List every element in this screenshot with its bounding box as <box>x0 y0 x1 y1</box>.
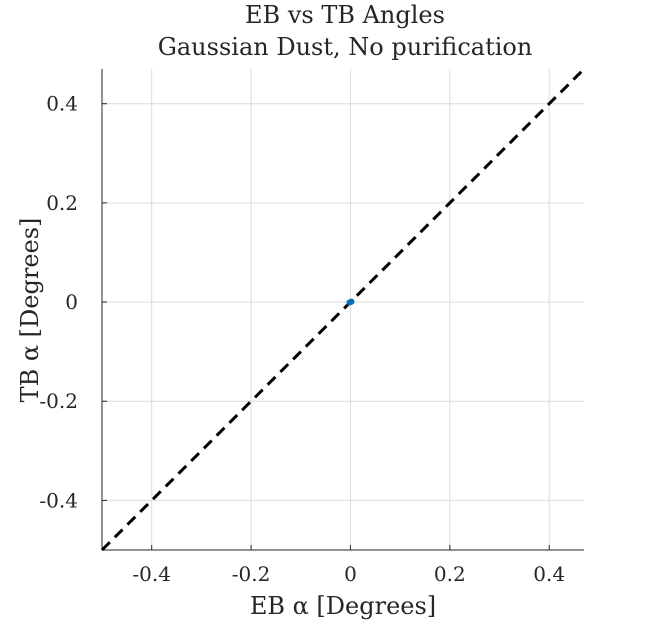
y-tick-label: -0.4 <box>39 488 78 512</box>
y-axis-label: TB α [Degrees] <box>16 218 44 403</box>
chart-title: EB vs TB Angles <box>245 1 445 29</box>
x-tick-label: 0.4 <box>533 562 565 586</box>
x-axis-label: EB α [Degrees] <box>250 592 436 620</box>
grid <box>102 69 584 550</box>
plot-area <box>100 67 586 552</box>
x-tick-label: 0.2 <box>434 562 466 586</box>
x-tick-label: -0.4 <box>132 562 171 586</box>
y-tick-label: 0 <box>65 290 78 314</box>
y-tick-label: -0.2 <box>39 389 78 413</box>
x-tick-label: -0.2 <box>232 562 271 586</box>
reference-line <box>100 67 586 552</box>
y-tick-label: 0.4 <box>46 92 78 116</box>
y-tick-label: 0.2 <box>46 191 78 215</box>
ticks: -0.4 -0.2 0 0.2 0.4 -0.4 -0.2 0 0.2 0.4 <box>39 92 565 586</box>
data-point <box>347 299 354 306</box>
x-tick-label: 0 <box>344 562 357 586</box>
chart-subtitle: Gaussian Dust, No purification <box>158 33 533 61</box>
